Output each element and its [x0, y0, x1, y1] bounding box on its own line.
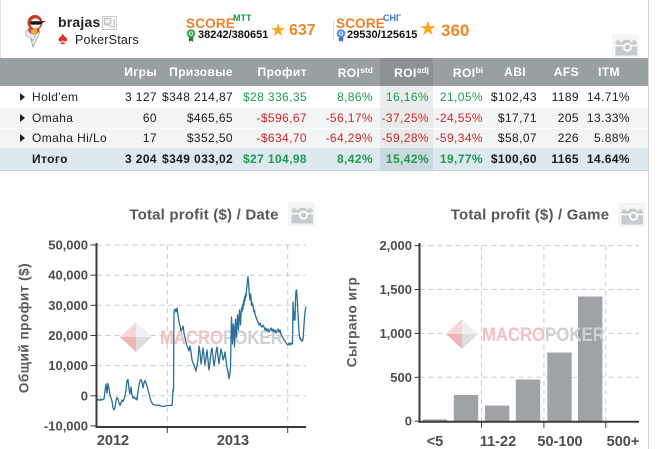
- svg-text:POKER: POKER: [223, 327, 283, 349]
- svg-text:0: 0: [405, 414, 412, 429]
- svg-text:<5: <5: [427, 434, 444, 449]
- svg-text:1,500: 1,500: [379, 282, 412, 297]
- svg-text:1,000: 1,000: [379, 326, 412, 341]
- svg-text:11-22: 11-22: [480, 434, 516, 449]
- svg-text:10,000: 10,000: [48, 358, 88, 373]
- svg-text:500+: 500+: [607, 434, 640, 449]
- svg-text:30,000: 30,000: [48, 298, 88, 313]
- svg-text:MACRO: MACRO: [482, 324, 545, 346]
- svg-text:50-100: 50-100: [537, 434, 582, 449]
- svg-text:Сыграно игр: Сыграно игр: [345, 277, 360, 367]
- svg-text:POKER: POKER: [545, 324, 605, 346]
- svg-text:50,000: 50,000: [48, 238, 88, 253]
- svg-text:-10,000: -10,000: [44, 418, 88, 433]
- svg-text:2,000: 2,000: [379, 238, 412, 253]
- svg-text:500: 500: [390, 370, 412, 385]
- svg-text:2012: 2012: [97, 433, 129, 449]
- svg-text:2013: 2013: [217, 433, 249, 449]
- svg-text:20,000: 20,000: [48, 328, 88, 343]
- svg-text:Total profit ($) / Game: Total profit ($) / Game: [451, 207, 610, 224]
- svg-text:Общий профит ($): Общий профит ($): [17, 263, 32, 393]
- svg-text:0: 0: [81, 388, 88, 403]
- svg-text:40,000: 40,000: [48, 268, 88, 283]
- svg-text:Total profit ($) / Date: Total profit ($) / Date: [129, 207, 278, 224]
- svg-text:MACRO: MACRO: [160, 327, 223, 349]
